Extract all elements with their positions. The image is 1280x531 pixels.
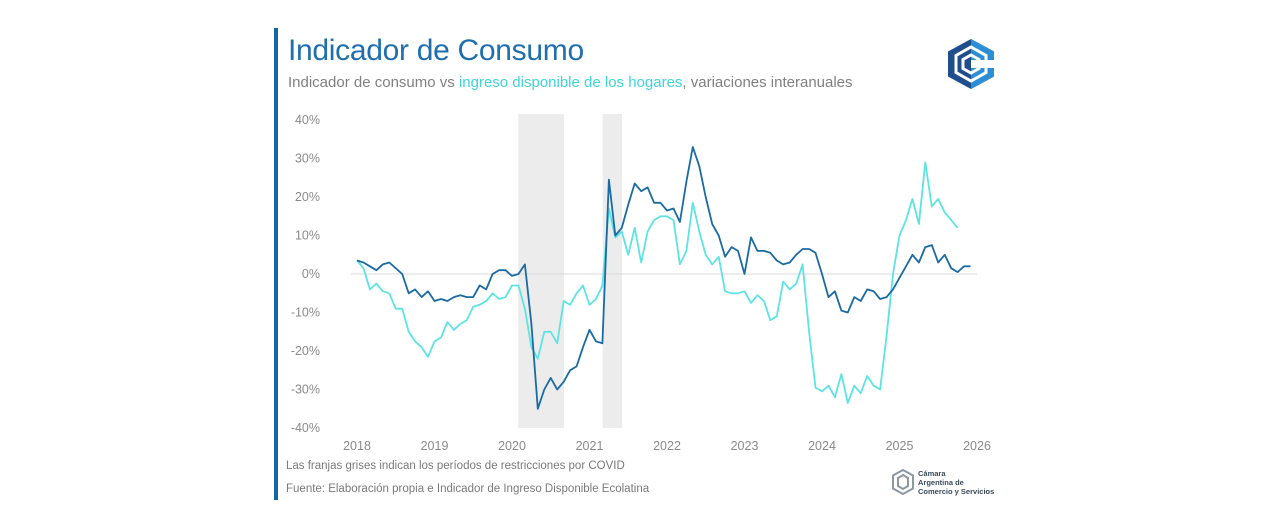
source-note: Fuente: Elaboración propia e Indicador d… — [286, 483, 650, 495]
series-line-consumo — [356, 146, 971, 410]
x-tick-label: 2020 — [498, 439, 526, 453]
cac-logo-icon — [948, 39, 995, 89]
x-tick-label: 2022 — [653, 439, 681, 453]
x-tick-label: 2024 — [808, 439, 836, 453]
y-tick-label: -10% — [291, 306, 320, 320]
y-tick-label: 30% — [295, 152, 320, 166]
cacs-line-3: Comercio y Servicios — [918, 486, 995, 496]
x-tick-label: 2018 — [343, 439, 371, 453]
y-tick-label: -30% — [291, 383, 320, 397]
covid-note: Las franjas grises indican los períodos … — [286, 460, 625, 472]
y-tick-label: 10% — [295, 229, 320, 243]
cacs-line-1: Cámara — [918, 468, 946, 478]
page-title: Indicador de Consumo — [288, 34, 584, 67]
cacs-footer-logo: Cámara Argentina de Comercio y Servicios — [892, 466, 994, 498]
x-tick-label: 2026 — [963, 439, 991, 453]
y-tick-label: 20% — [295, 190, 320, 204]
y-tick-label: 40% — [295, 113, 320, 127]
chart-subtitle: Indicador de consumo vs ingreso disponib… — [288, 74, 853, 91]
y-tick-label: 0% — [302, 267, 320, 281]
subtitle-prefix: Indicador de consumo vs — [288, 74, 459, 91]
x-tick-label: 2025 — [886, 439, 914, 453]
cacs-label: Cámara Argentina de Comercio y Servicios — [918, 469, 994, 496]
series-line-ingreso — [356, 161, 959, 404]
line-chart: 40% 30% 20% 10% 0% -10% -20% -30% -40% 2018 2019 2… — [291, 113, 991, 453]
cacs-line-2: Argentina de — [918, 477, 964, 487]
y-tick-label: -40% — [291, 421, 320, 435]
subtitle-suffix: , variaciones interanuales — [682, 74, 853, 91]
y-tick-label: -20% — [291, 344, 320, 358]
x-tick-label: 2023 — [731, 439, 759, 453]
x-tick-label: 2021 — [576, 439, 604, 453]
subtitle-highlight: ingreso disponible de los hogares — [458, 74, 683, 91]
cacs-hex-icon — [892, 469, 914, 495]
x-tick-label: 2019 — [421, 439, 449, 453]
title-accent-bar — [274, 28, 278, 500]
